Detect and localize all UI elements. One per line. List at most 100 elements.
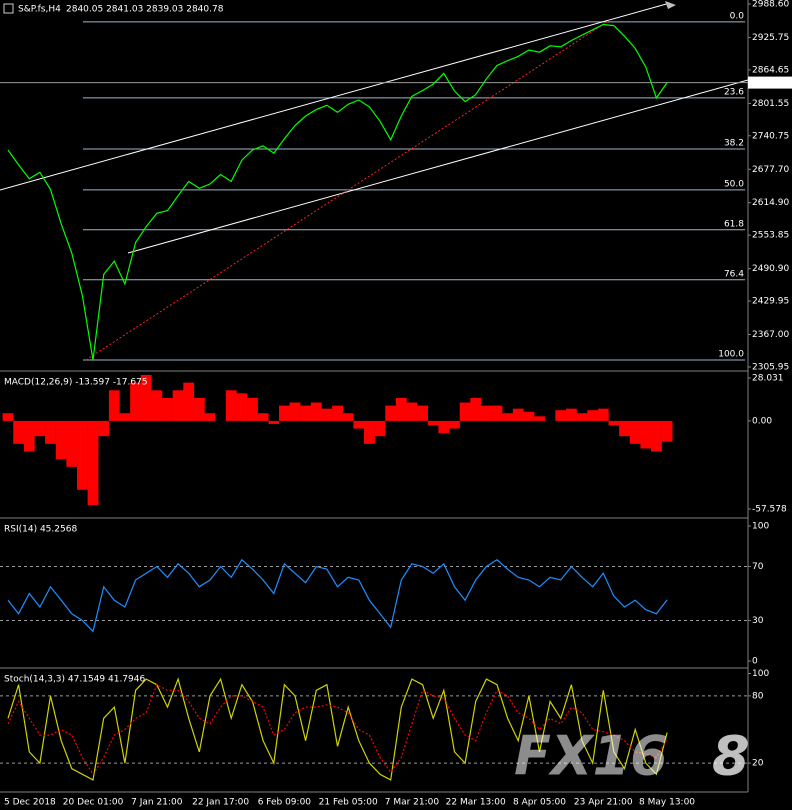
macd-bar — [257, 413, 269, 421]
y-tick-label: 2740.75 — [752, 131, 789, 141]
macd-bar — [480, 405, 492, 421]
last-price-label: 2840.78 — [752, 78, 789, 88]
macd-bar — [98, 420, 110, 437]
macd-bar — [2, 413, 14, 421]
fib-label: 50.0 — [724, 179, 744, 189]
macd-bar — [576, 413, 588, 421]
macd-bar — [55, 420, 67, 460]
watermark-accent: 8 — [712, 725, 750, 788]
x-tick-label: 8 May 13:00 — [639, 798, 695, 808]
series-line — [7, 558, 668, 633]
y-tick-label: 2553.85 — [752, 231, 789, 241]
y-tick-label: 0.00 — [752, 416, 772, 426]
macd-bar — [555, 410, 567, 421]
macd-bar — [13, 420, 25, 444]
macd-bar — [321, 408, 333, 421]
x-tick-label: 7 Mar 21:00 — [385, 798, 440, 808]
x-tick-label: 21 Feb 05:00 — [319, 798, 378, 808]
macd-bar — [172, 390, 184, 421]
macd-bar — [140, 374, 152, 421]
y-tick-label: 2801.55 — [752, 99, 789, 109]
macd-bar — [289, 402, 301, 421]
fib-label: 100.0 — [718, 350, 744, 360]
y-tick-label: 2677.70 — [752, 165, 789, 175]
y-tick-label: -57.578 — [752, 505, 787, 515]
macd-bar — [651, 420, 662, 452]
macd-bar — [406, 402, 418, 421]
macd-bar — [417, 405, 428, 421]
macd-bar — [491, 405, 503, 421]
x-tick-label: 22 Jan 17:00 — [192, 798, 249, 808]
macd-bar — [374, 420, 386, 437]
y-tick-label: 2490.90 — [752, 264, 789, 274]
x-tick-label: 22 Mar 13:00 — [446, 798, 506, 808]
macd-bar — [661, 420, 673, 442]
macd-bar — [364, 420, 375, 444]
y-tick-label: 2925.75 — [752, 33, 789, 43]
macd-bar — [597, 408, 609, 421]
macd-bar — [108, 390, 120, 421]
macd-bar — [66, 420, 78, 467]
macd-bar — [512, 408, 524, 421]
macd-bar — [247, 397, 258, 421]
macd-bar — [459, 402, 471, 421]
arrow — [665, 1, 676, 9]
x-tick-label: 5 Dec 2018 — [4, 798, 56, 808]
fib-label: 61.8 — [724, 219, 744, 229]
panel-title: Stoch(14,3,3) 47.1549 41.7946 — [4, 675, 145, 685]
macd-bar — [438, 420, 450, 434]
macd-bar — [45, 420, 56, 444]
macd-bar — [204, 413, 216, 421]
macd-bar — [395, 397, 407, 421]
macd-bar — [342, 413, 354, 421]
macd-bar — [77, 420, 88, 490]
macd-bar — [87, 420, 99, 506]
macd-bar — [278, 405, 290, 421]
macd-bar — [162, 397, 173, 421]
panel-title: RSI(14) 45.2568 — [4, 525, 77, 535]
macd-bar — [236, 393, 248, 421]
macd-bar — [534, 416, 545, 421]
macd-bar — [119, 413, 131, 421]
last-price-box — [748, 76, 792, 89]
macd-bar — [183, 382, 195, 421]
series-line — [7, 677, 668, 781]
macd-bar — [587, 410, 599, 421]
watermark: FX16 — [514, 725, 668, 788]
x-tick-label: 23 Apr 21:00 — [574, 798, 633, 808]
macd-bar — [449, 420, 460, 429]
x-tick-label: 6 Feb 09:00 — [258, 798, 312, 808]
y-tick-label: 100 — [752, 669, 769, 679]
chart-subtitle: 2840.05 2841.03 2839.03 2840.78 — [66, 5, 224, 15]
fib-label: 76.4 — [724, 269, 744, 279]
macd-bar — [502, 413, 514, 421]
macd-bar — [385, 405, 397, 421]
macd-bar — [608, 420, 620, 426]
macd-bar — [565, 408, 577, 421]
panel-title: MACD(12,26,9) -13.597 -17.675 — [4, 378, 148, 388]
fib-label: 38.2 — [724, 138, 744, 148]
macd-bar — [427, 420, 439, 426]
macd-bar — [640, 420, 652, 449]
fib-label: 0.0 — [730, 11, 745, 21]
macd-bar — [629, 420, 641, 444]
macd-bar — [268, 420, 280, 424]
macd-bar — [23, 420, 35, 452]
y-tick-label: 2305.95 — [752, 362, 789, 372]
series-line — [7, 683, 668, 776]
macd-bar — [300, 405, 312, 421]
y-tick-label: 0 — [752, 657, 758, 667]
y-tick-label: 2864.65 — [752, 65, 789, 75]
series-line — [7, 23, 668, 361]
macd-bar — [225, 390, 237, 421]
x-tick-label: 20 Dec 01:00 — [63, 798, 124, 808]
y-tick-label: 28.031 — [752, 373, 784, 383]
symbol-icon — [3, 3, 14, 14]
trend-line — [0, 2, 671, 191]
y-tick-label: 2614.90 — [752, 198, 789, 208]
y-tick-label: 2429.95 — [752, 297, 789, 307]
y-tick-label: 2988.60 — [752, 0, 789, 9]
trend-line — [85, 19, 611, 361]
macd-bar — [332, 405, 343, 421]
